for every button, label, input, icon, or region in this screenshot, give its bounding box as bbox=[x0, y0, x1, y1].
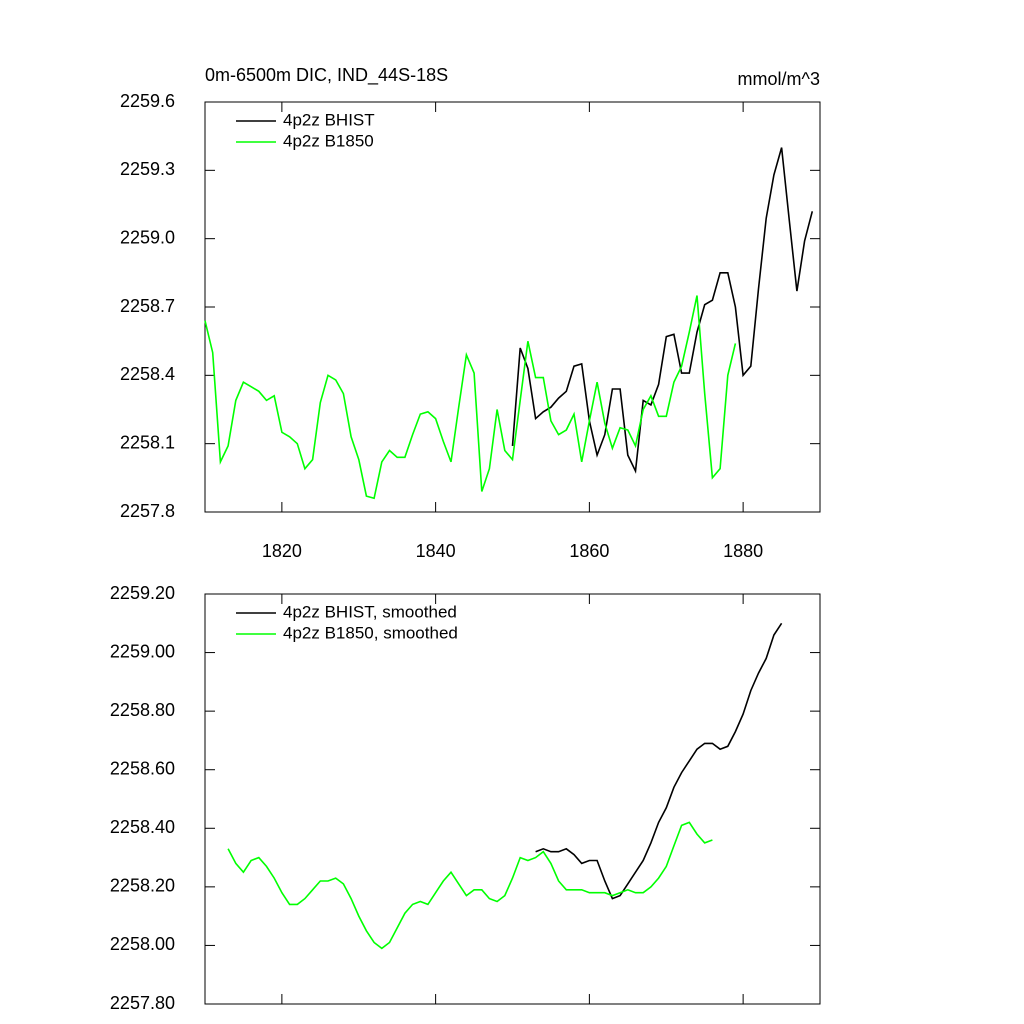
plot-frame bbox=[204, 101, 821, 513]
y-tick-label: 2259.20 bbox=[110, 583, 175, 603]
units-label: mmol/m^3 bbox=[738, 69, 820, 89]
y-tick-label: 2258.00 bbox=[110, 934, 175, 954]
series-line bbox=[227, 821, 713, 950]
plot-frame bbox=[204, 593, 821, 1005]
x-tick-label: 1860 bbox=[569, 541, 609, 561]
legend-label: 4p2z BHIST bbox=[283, 110, 375, 129]
y-tick-label: 2259.0 bbox=[120, 227, 175, 247]
series-line bbox=[511, 147, 814, 474]
series-line bbox=[535, 622, 783, 900]
y-tick-label: 2258.40 bbox=[110, 817, 175, 837]
y-tick-label: 2258.20 bbox=[110, 876, 175, 896]
x-tick-label: 1820 bbox=[262, 541, 302, 561]
legend-label: 4p2z B1850, smoothed bbox=[283, 623, 458, 642]
y-tick-label: 2258.7 bbox=[120, 296, 175, 316]
y-tick-label: 2257.80 bbox=[110, 993, 175, 1013]
chart-title: 0m-6500m DIC, IND_44S-18S bbox=[205, 65, 448, 86]
y-tick-label: 2257.8 bbox=[120, 501, 175, 521]
x-tick-label: 1880 bbox=[723, 541, 763, 561]
y-tick-label: 2259.3 bbox=[120, 159, 175, 179]
x-tick-label: 1840 bbox=[416, 541, 456, 561]
series-line bbox=[204, 295, 737, 500]
y-tick-label: 2259.00 bbox=[110, 641, 175, 661]
legend-label: 4p2z B1850 bbox=[283, 131, 374, 150]
y-tick-label: 2258.60 bbox=[110, 758, 175, 778]
y-tick-label: 2258.1 bbox=[120, 432, 175, 452]
y-tick-label: 2258.4 bbox=[120, 364, 175, 384]
legend-label: 4p2z BHIST, smoothed bbox=[283, 602, 457, 621]
y-tick-label: 2259.6 bbox=[120, 91, 175, 111]
y-tick-label: 2258.80 bbox=[110, 700, 175, 720]
